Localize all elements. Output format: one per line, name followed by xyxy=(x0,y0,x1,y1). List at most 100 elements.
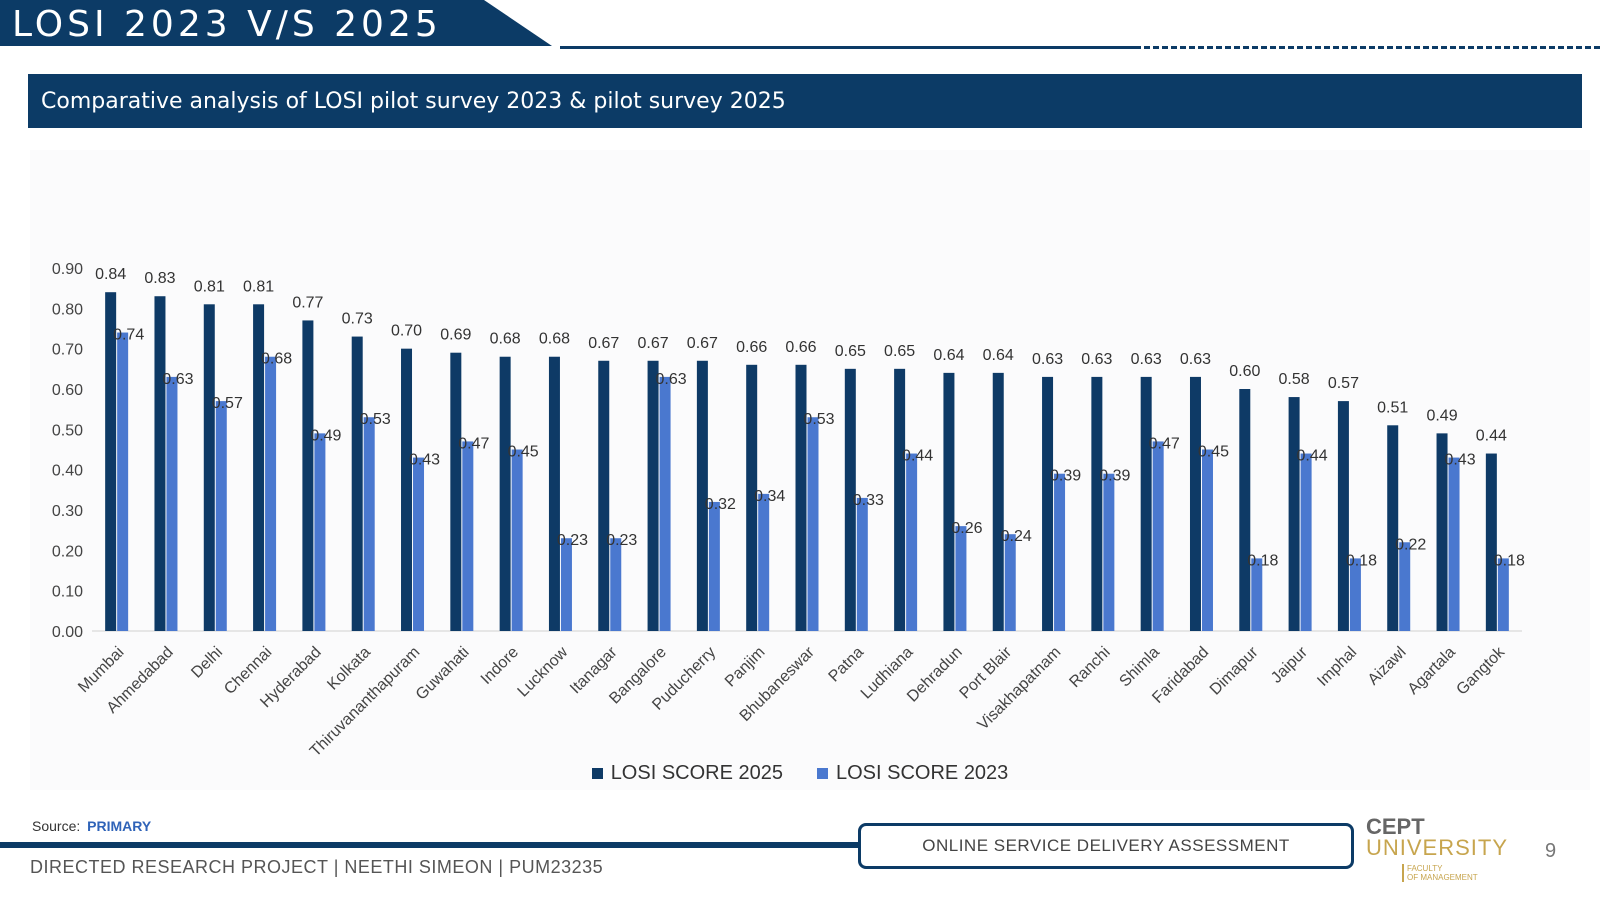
data-label-2023: 0.74 xyxy=(113,327,144,344)
data-label-2025: 0.65 xyxy=(835,343,866,360)
y-tick-label: 0.60 xyxy=(52,382,83,399)
data-label-2023: 0.33 xyxy=(853,492,884,509)
data-label-2025: 0.66 xyxy=(736,339,767,356)
bar-2023 xyxy=(560,538,572,631)
bar-2025 xyxy=(1337,401,1349,631)
bar-2025 xyxy=(203,304,215,631)
bar-2023 xyxy=(1152,441,1164,631)
data-label-2025: 0.68 xyxy=(490,331,521,348)
bar-2023 xyxy=(511,449,523,631)
y-tick-label: 0.90 xyxy=(52,261,83,278)
chart-legend: LOSI SCORE 2025 LOSI SCORE 2023 xyxy=(0,762,1600,785)
category-label: Jaipur xyxy=(1268,643,1311,686)
data-label-2023: 0.39 xyxy=(1099,468,1130,485)
y-tick-label: 0.70 xyxy=(52,342,83,359)
data-label-2025: 0.83 xyxy=(144,270,175,287)
bar-2025 xyxy=(1189,376,1201,631)
data-label-2025: 0.84 xyxy=(95,266,126,283)
data-label-2025: 0.64 xyxy=(933,347,964,364)
y-tick-label: 0.30 xyxy=(52,503,83,520)
bar-2023 xyxy=(1251,558,1263,631)
footer-section-box: ONLINE SERVICE DELIVERY ASSESSMENT xyxy=(858,823,1354,869)
bar-2023 xyxy=(708,501,720,631)
bar-2025 xyxy=(253,304,265,631)
legend-item-2023: LOSI SCORE 2023 xyxy=(817,762,1008,785)
bar-2025 xyxy=(1239,389,1251,631)
bar-2025 xyxy=(105,292,117,631)
category-label: Guwahati xyxy=(413,644,473,704)
data-label-2023: 0.43 xyxy=(1444,452,1475,469)
data-label-2023: 0.45 xyxy=(508,444,539,461)
data-label-2025: 0.51 xyxy=(1377,399,1408,416)
data-label-2023: 0.26 xyxy=(951,520,982,537)
bar-2025 xyxy=(1288,397,1300,631)
bar-2023 xyxy=(1448,457,1460,631)
data-label-2023: 0.53 xyxy=(803,411,834,428)
data-label-2025: 0.63 xyxy=(1131,351,1162,368)
source-note: Source: PRIMARY xyxy=(32,818,151,834)
source-label: Source: xyxy=(32,818,81,834)
category-label: Visakhapatnam xyxy=(975,644,1065,734)
data-label-2023: 0.22 xyxy=(1395,536,1426,553)
bar-2025 xyxy=(154,296,166,631)
legend-label-2023: LOSI SCORE 2023 xyxy=(836,762,1009,784)
legend-swatch-2025 xyxy=(591,768,603,779)
data-label-2025: 0.67 xyxy=(588,335,619,352)
bar-2025 xyxy=(1140,376,1152,631)
bar-2023 xyxy=(1004,534,1016,631)
bar-2023 xyxy=(215,401,227,631)
data-label-2025: 0.69 xyxy=(440,327,471,344)
data-label-2023: 0.39 xyxy=(1050,468,1081,485)
bar-2025 xyxy=(351,336,363,631)
legend-item-2025: LOSI SCORE 2025 xyxy=(591,762,783,785)
header-band: LOSI 2023 V/S 2025 xyxy=(0,0,560,50)
header-divider-dashed xyxy=(1135,46,1600,49)
data-label-2025: 0.63 xyxy=(1180,351,1211,368)
category-label: Indore xyxy=(478,644,522,688)
category-label: Panjim xyxy=(722,644,769,691)
bar-2025 xyxy=(696,360,708,631)
bar-2023 xyxy=(117,332,129,631)
bar-2025 xyxy=(795,364,807,631)
bar-2023 xyxy=(758,493,770,631)
bar-2023 xyxy=(462,441,474,631)
data-label-2023: 0.53 xyxy=(360,411,391,428)
data-label-2025: 0.64 xyxy=(983,347,1014,364)
bar-2023 xyxy=(1497,558,1509,631)
bar-2025 xyxy=(746,364,758,631)
bar-2025 xyxy=(992,372,1004,631)
bar-2023 xyxy=(265,356,277,631)
bar-2023 xyxy=(1201,449,1213,631)
category-label: Imphal xyxy=(1314,644,1360,690)
bar-2025 xyxy=(1091,376,1103,631)
bar-2025 xyxy=(598,360,610,631)
source-value: PRIMARY xyxy=(87,818,152,834)
category-label: Delhi xyxy=(188,644,226,682)
logo-text-university: UNIVERSITY xyxy=(1366,835,1509,860)
bar-2023 xyxy=(906,453,918,631)
y-tick-label: 0.80 xyxy=(52,301,83,318)
category-label: Aizawl xyxy=(1365,644,1410,689)
logo-text-faculty: FACULTY OF MANAGEMENT xyxy=(1402,864,1478,882)
category-label: Shimla xyxy=(1116,644,1163,691)
data-label-2025: 0.68 xyxy=(539,331,570,348)
data-label-2025: 0.60 xyxy=(1229,363,1260,380)
bar-2023 xyxy=(1349,558,1361,631)
logo-text-faculty-1: FACULTY xyxy=(1407,864,1443,873)
bar-2023 xyxy=(166,376,178,631)
data-label-2025: 0.63 xyxy=(1032,351,1063,368)
bar-2025 xyxy=(943,372,955,631)
data-label-2025: 0.77 xyxy=(292,294,323,311)
data-label-2023: 0.68 xyxy=(261,351,292,368)
data-label-2025: 0.57 xyxy=(1328,375,1359,392)
data-label-2023: 0.44 xyxy=(1297,448,1328,465)
bar-2025 xyxy=(894,368,906,631)
bar-2025 xyxy=(1436,433,1448,631)
bar-2025 xyxy=(1042,376,1054,631)
subtitle-bar: Comparative analysis of LOSI pilot surve… xyxy=(28,74,1582,128)
bar-2025 xyxy=(450,352,462,631)
bar-2023 xyxy=(413,457,425,631)
header-banner-shape xyxy=(0,0,552,46)
bar-2023 xyxy=(807,417,819,631)
bar-2023 xyxy=(610,538,622,631)
